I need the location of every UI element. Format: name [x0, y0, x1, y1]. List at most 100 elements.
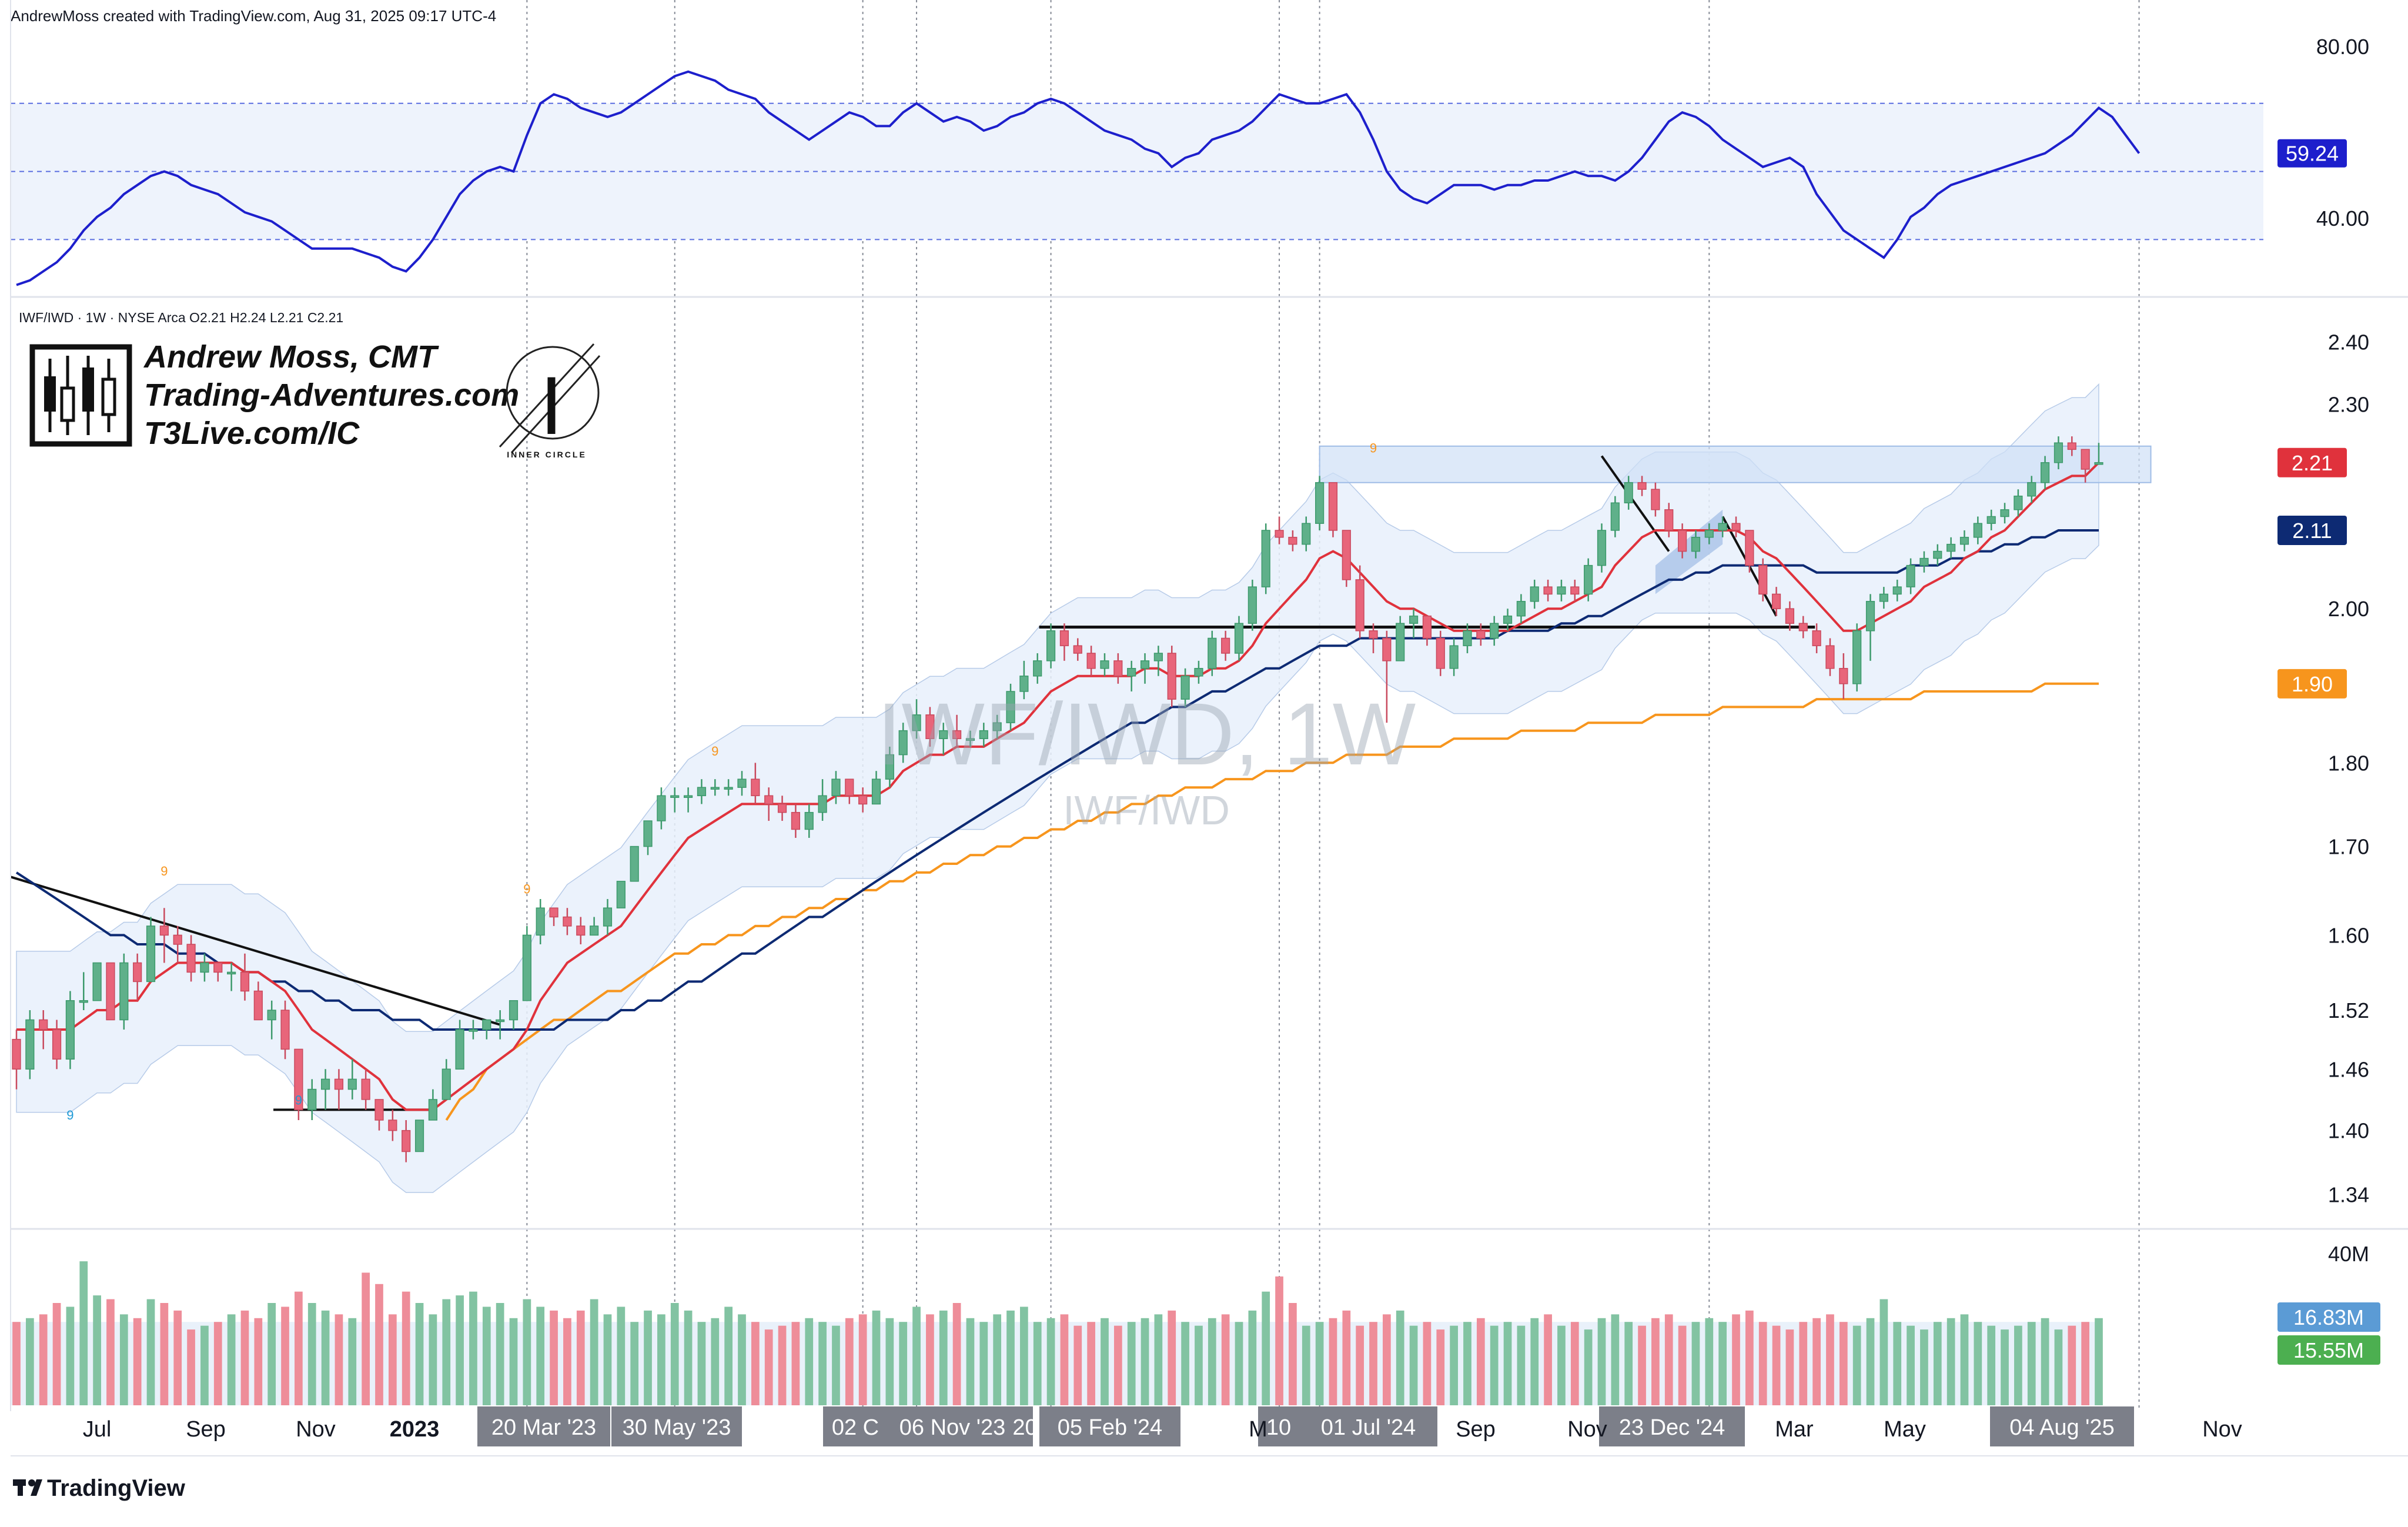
- candle[interactable]: [1382, 630, 1392, 723]
- candle[interactable]: [1059, 623, 1069, 661]
- candle[interactable]: [777, 796, 787, 821]
- volume-bar[interactable]: [1383, 1314, 1391, 1405]
- candle[interactable]: [1664, 503, 1674, 537]
- flag-line-1[interactable]: [1600, 455, 1670, 552]
- candle[interactable]: [1409, 609, 1419, 639]
- candle[interactable]: [737, 771, 747, 796]
- volume-bar[interactable]: [1772, 1325, 1781, 1405]
- volume-bar[interactable]: [307, 1303, 316, 1405]
- volume-bar[interactable]: [1893, 1322, 1902, 1405]
- volume-bar[interactable]: [1450, 1325, 1458, 1405]
- date-tag[interactable]: [1017, 1406, 1033, 1446]
- date-tag[interactable]: [1990, 1406, 2134, 1446]
- volume-bar[interactable]: [778, 1325, 787, 1405]
- candle[interactable]: [1651, 482, 1660, 517]
- volume-bar[interactable]: [1624, 1322, 1633, 1405]
- candle[interactable]: [2040, 456, 2050, 490]
- candle[interactable]: [1140, 653, 1150, 684]
- volume-bar[interactable]: [213, 1322, 222, 1405]
- volume-bar[interactable]: [66, 1307, 75, 1405]
- volume-bar[interactable]: [321, 1310, 330, 1405]
- candle[interactable]: [992, 714, 1002, 739]
- candle[interactable]: [1355, 565, 1364, 639]
- candle[interactable]: [2067, 436, 2076, 456]
- volume-bar[interactable]: [1974, 1322, 1982, 1405]
- volume-bar[interactable]: [952, 1303, 961, 1405]
- volume-bar[interactable]: [1329, 1318, 1337, 1405]
- candle[interactable]: [643, 820, 653, 856]
- candle[interactable]: [482, 1019, 491, 1040]
- volume-bar[interactable]: [805, 1318, 814, 1405]
- candle[interactable]: [1194, 660, 1203, 684]
- volume-bar[interactable]: [1852, 1325, 1861, 1405]
- volume-bar[interactable]: [1611, 1314, 1620, 1405]
- candle[interactable]: [764, 787, 774, 821]
- volume-bar[interactable]: [1745, 1310, 1754, 1405]
- candle[interactable]: [576, 917, 586, 945]
- volume-bar[interactable]: [1597, 1318, 1606, 1405]
- candle[interactable]: [146, 917, 156, 983]
- candle[interactable]: [119, 953, 129, 1030]
- volume-bar[interactable]: [52, 1303, 61, 1405]
- candle[interactable]: [280, 1000, 290, 1060]
- candle[interactable]: [898, 723, 908, 763]
- volume-bar[interactable]: [576, 1310, 585, 1405]
- volume-bar[interactable]: [1799, 1322, 1808, 1405]
- candle[interactable]: [1342, 530, 1351, 587]
- candle[interactable]: [414, 1120, 424, 1152]
- volume-bar[interactable]: [979, 1322, 988, 1405]
- volume-bar[interactable]: [1490, 1325, 1499, 1405]
- volume-bar[interactable]: [1544, 1314, 1552, 1405]
- volume-bar[interactable]: [684, 1310, 693, 1405]
- volume-bar[interactable]: [1866, 1318, 1875, 1405]
- candle[interactable]: [1100, 653, 1109, 676]
- volume-bar[interactable]: [1302, 1325, 1310, 1405]
- volume-bar[interactable]: [724, 1307, 733, 1405]
- candle[interactable]: [12, 1030, 21, 1090]
- candle[interactable]: [1315, 476, 1325, 530]
- volume-bar[interactable]: [1584, 1329, 1593, 1405]
- volume-bar[interactable]: [227, 1314, 236, 1405]
- volume-bar[interactable]: [402, 1291, 410, 1405]
- candle[interactable]: [1610, 496, 1620, 537]
- candle[interactable]: [455, 1020, 464, 1070]
- volume-bar[interactable]: [1503, 1322, 1512, 1405]
- candle[interactable]: [1086, 646, 1096, 676]
- volume-bar[interactable]: [1168, 1310, 1176, 1405]
- volume-bar[interactable]: [1181, 1322, 1189, 1405]
- volume-bar[interactable]: [1195, 1325, 1203, 1405]
- candle[interactable]: [603, 898, 613, 935]
- candle[interactable]: [39, 1010, 48, 1050]
- volume-bar[interactable]: [281, 1307, 289, 1405]
- volume-bar[interactable]: [1006, 1310, 1015, 1405]
- candle[interactable]: [845, 778, 854, 804]
- volume-bar[interactable]: [1289, 1303, 1297, 1405]
- volume-bar[interactable]: [926, 1314, 934, 1405]
- candle[interactable]: [159, 908, 169, 963]
- candle[interactable]: [496, 1010, 505, 1040]
- volume-bar[interactable]: [1020, 1307, 1028, 1405]
- candle[interactable]: [2054, 436, 2063, 470]
- rsi-panel[interactable]: [11, 70, 2263, 286]
- date-tag[interactable]: [1599, 1406, 1745, 1446]
- candle[interactable]: [52, 1020, 62, 1070]
- rsi-line[interactable]: [16, 70, 2141, 286]
- volume-bar[interactable]: [1248, 1310, 1257, 1405]
- candle[interactable]: [1396, 616, 1405, 661]
- candle[interactable]: [509, 1000, 519, 1030]
- volume-bar[interactable]: [630, 1322, 639, 1405]
- volume-bar[interactable]: [388, 1314, 397, 1405]
- volume-bar[interactable]: [2081, 1322, 2090, 1405]
- volume-bar[interactable]: [1705, 1318, 1714, 1405]
- candle[interactable]: [885, 746, 894, 788]
- volume-bar[interactable]: [1087, 1322, 1095, 1405]
- volume-bar[interactable]: [1463, 1322, 1471, 1405]
- volume-bar[interactable]: [845, 1318, 854, 1405]
- candle[interactable]: [133, 953, 142, 1001]
- volume-bar[interactable]: [1356, 1325, 1364, 1405]
- candle[interactable]: [1933, 544, 1942, 566]
- candle[interactable]: [791, 804, 800, 838]
- candle[interactable]: [1771, 587, 1781, 616]
- candle[interactable]: [831, 771, 841, 804]
- candle[interactable]: [1422, 615, 1432, 646]
